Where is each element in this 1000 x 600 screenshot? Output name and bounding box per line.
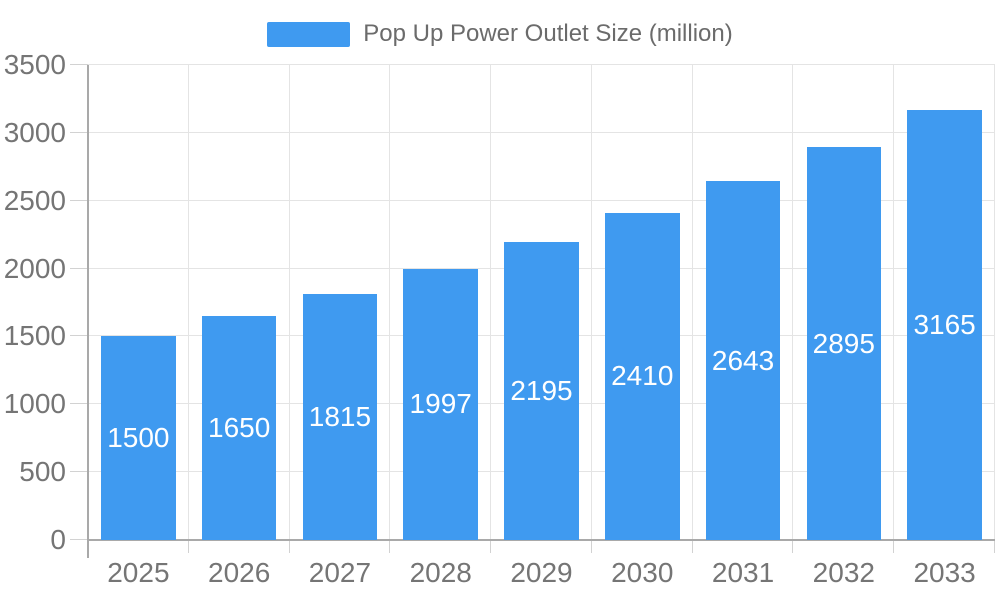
x-axis-tick (490, 540, 492, 553)
bar-2030: 2410 (604, 212, 680, 540)
y-axis-labels: 0 500 1000 1500 2000 2500 3000 3500 (0, 51, 66, 554)
x-axis-tick (994, 540, 995, 553)
x-axis-tick-label: 2033 (913, 557, 976, 588)
y-axis-tick-label: 2000 (3, 252, 66, 284)
gridline-vertical (288, 65, 290, 540)
plot-area: 1500 1650 1815 1997 2195 2410 2643 2895 3165 (70, 64, 995, 558)
bar-2028: 1997 (403, 268, 478, 540)
x-axis-tick-label: 2031 (711, 557, 775, 588)
y-axis-tick-label: 1000 (3, 388, 66, 420)
gridline-vertical (691, 65, 693, 540)
y-axis-tick (70, 335, 88, 337)
x-axis-line (88, 539, 995, 541)
gridline-vertical (893, 65, 895, 540)
y-axis-tick (70, 539, 88, 540)
x-axis-tick-label: 2030 (611, 557, 674, 588)
bar-value-label: 3165 (913, 309, 976, 341)
x-axis-tick (288, 540, 290, 553)
gridline-vertical (187, 65, 189, 540)
y-axis-tick-label: 1500 (3, 320, 66, 352)
y-axis-line (87, 65, 89, 558)
legend-swatch (267, 21, 351, 47)
y-axis-tick (70, 471, 88, 473)
gridline-vertical (590, 65, 592, 540)
bar-value-label: 1650 (208, 412, 271, 444)
bar-value-label: 1815 (308, 400, 372, 432)
y-axis-tick (70, 267, 88, 269)
bar-value-label: 2895 (812, 327, 875, 359)
gridline-vertical (792, 65, 794, 540)
y-axis-tick-label: 2500 (3, 184, 66, 216)
x-axis-tick (590, 540, 592, 553)
x-axis-tick-label: 2027 (308, 557, 372, 588)
bar-2025: 1500 (101, 336, 176, 540)
gridline-vertical (490, 65, 492, 540)
bar-value-label: 1500 (107, 422, 170, 454)
y-axis-tick-label: 3500 (3, 49, 66, 80)
y-axis-tick-label: 0 (50, 524, 66, 555)
x-axis-tick (187, 540, 189, 553)
gridline-horizontal (70, 64, 995, 65)
x-axis-tick-label: 2032 (812, 557, 875, 588)
bar-value-label: 2643 (711, 344, 775, 376)
x-axis-tick-label: 2029 (510, 557, 573, 588)
x-axis-tick (792, 540, 794, 553)
x-axis-tick-label: 2026 (208, 557, 271, 588)
y-axis-tick (70, 199, 88, 201)
bar-2032: 2895 (806, 147, 882, 540)
bar-value-label: 2195 (510, 375, 573, 407)
y-axis-tick (70, 64, 88, 65)
y-axis-tick-label: 3000 (3, 116, 66, 148)
x-axis-tick-label: 2025 (107, 557, 170, 588)
gridline-vertical (389, 65, 391, 540)
gridline-horizontal (70, 131, 995, 133)
x-axis-tick (893, 540, 895, 553)
x-axis-tick-label: 2028 (409, 557, 472, 588)
y-axis-tick (70, 131, 88, 133)
y-axis-tick-label: 500 (19, 456, 66, 488)
bar-2029: 2195 (504, 242, 579, 540)
bar-2033: 3165 (907, 110, 982, 540)
bar-2027: 1815 (302, 293, 378, 540)
bar-2031: 2643 (705, 181, 781, 540)
bar-2026: 1650 (201, 316, 277, 540)
x-axis-tick (691, 540, 693, 553)
chart-legend-item[interactable]: Pop Up Power Outlet Size (million) (0, 20, 1000, 48)
x-axis-tick (389, 540, 391, 553)
bar-value-label: 2410 (611, 360, 674, 392)
y-axis-tick (70, 403, 88, 405)
gridline-horizontal (70, 199, 995, 201)
legend-label: Pop Up Power Outlet Size (million) (363, 20, 733, 47)
gridline-vertical (994, 65, 995, 540)
x-axis-labels: 2025 2026 2027 2028 2029 2030 2031 2032 2033 (88, 559, 995, 591)
bar-value-label: 1997 (409, 388, 472, 420)
